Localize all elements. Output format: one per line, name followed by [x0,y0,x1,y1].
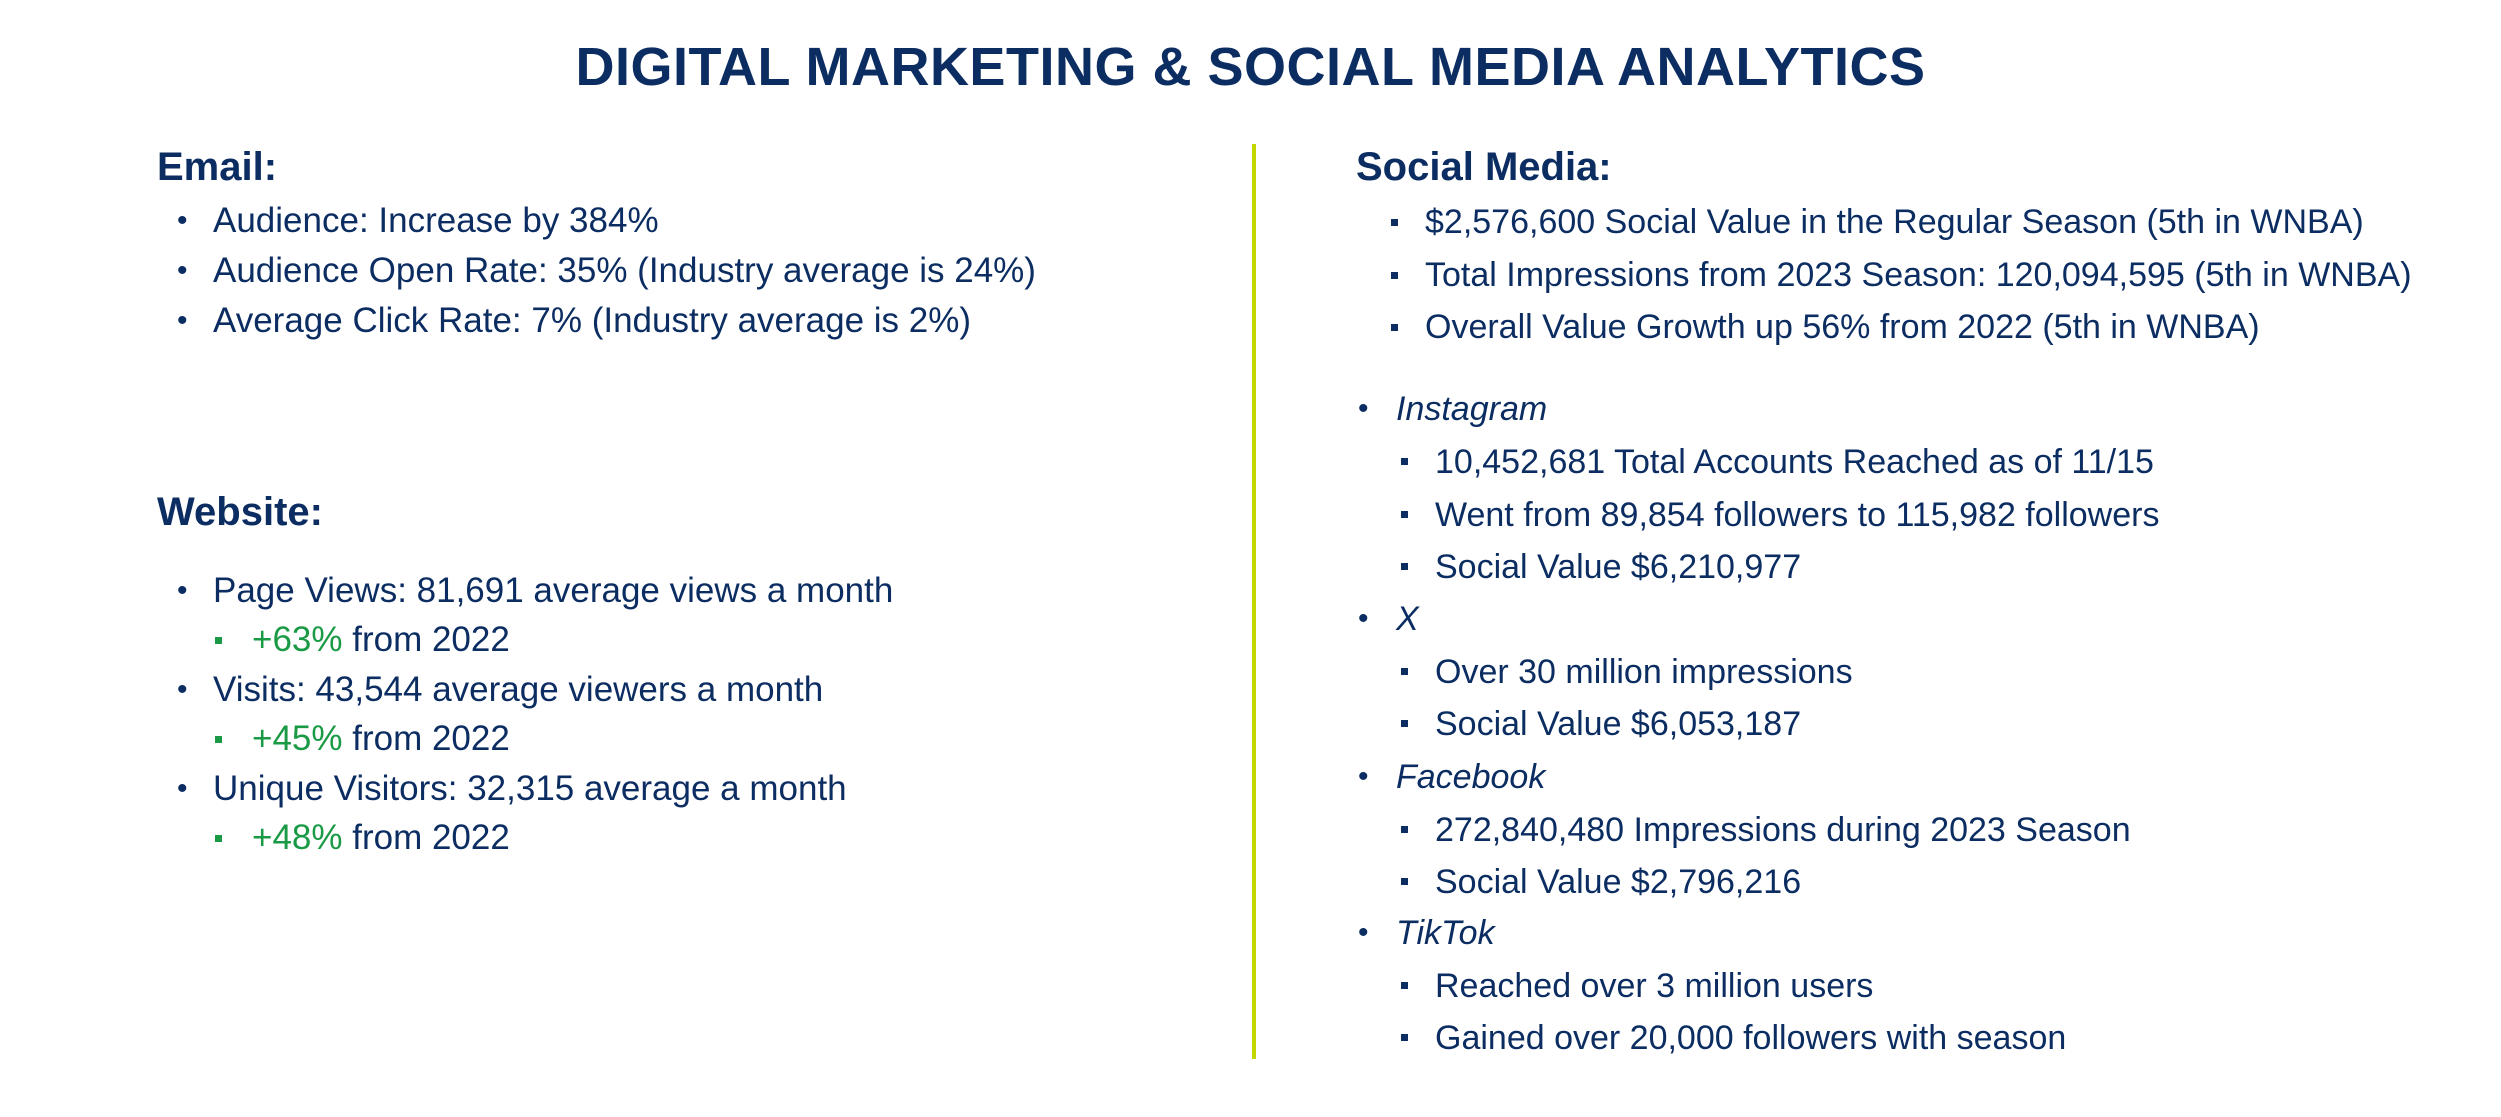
platform-item: Social Value $6,210,977 [1435,548,1802,586]
platform-item: Went from 89,854 followers to 115,982 fo… [1435,496,2160,534]
square-bullet-icon [215,835,222,842]
platform-facebook: Facebook [1396,758,1546,796]
website-item: Page Views: 81,691 average views a month [213,571,894,610]
square-bullet-icon [1401,458,1408,465]
social-summary-item: Total Impressions from 2023 Season: 120,… [1425,256,2412,294]
platform-item: Over 30 million impressions [1435,653,1853,691]
platform-item: 10,452,681 Total Accounts Reached as of … [1435,443,2154,481]
bullet-icon: • [1358,916,1369,949]
square-bullet-icon [215,736,222,743]
platform-item: Social Value $2,796,216 [1435,863,1802,901]
email-item: Audience Open Rate: 35% (Industry averag… [213,251,1036,290]
square-bullet-icon [1391,272,1398,279]
square-bullet-icon [1401,511,1408,518]
platform-tiktok: TikTok [1396,914,1495,952]
bullet-icon: • [177,304,188,337]
platform-item: Gained over 20,000 followers with season [1435,1019,2067,1057]
website-item: Unique Visitors: 32,315 average a month [213,769,847,808]
platform-instagram: Instagram [1396,390,1548,428]
square-bullet-icon [1391,324,1398,331]
bullet-icon: • [1358,392,1369,425]
change-value: +45% [252,719,343,758]
bullet-icon: • [177,204,188,237]
platform-item: 272,840,480 Impressions during 2023 Seas… [1435,811,2131,849]
platform-item: Social Value $6,053,187 [1435,705,1802,743]
website-change-line: +63% from 2022 [252,618,510,662]
column-divider [1252,144,1256,1059]
website-item: Visits: 43,544 average viewers a month [213,670,824,709]
social-summary-item: Overall Value Growth up 56% from 2022 (5… [1425,308,2260,346]
change-suffix: from 2022 [342,719,510,758]
change-suffix: from 2022 [342,818,510,857]
square-bullet-icon [1401,826,1408,833]
square-bullet-icon [1401,878,1408,885]
platform-item: Reached over 3 million users [1435,967,1874,1005]
email-item: Audience: Increase by 384% [213,201,659,240]
square-bullet-icon [1401,720,1408,727]
page-title: DIGITAL MARKETING & SOCIAL MEDIA ANALYTI… [575,37,1926,97]
bullet-icon: • [177,772,188,805]
bullet-icon: • [1358,602,1369,635]
bullet-icon: • [1358,760,1369,793]
email-item: Average Click Rate: 7% (Industry average… [213,301,972,340]
square-bullet-icon [1401,982,1408,989]
bullet-icon: • [177,673,188,706]
website-change-line: +48% from 2022 [252,816,510,860]
change-value: +63% [252,620,343,659]
square-bullet-icon [1391,219,1398,226]
change-suffix: from 2022 [342,620,510,659]
platform-x: X [1396,600,1419,638]
square-bullet-icon [1401,668,1408,675]
square-bullet-icon [215,637,222,644]
change-value: +48% [252,818,343,857]
social-heading: Social Media: [1356,145,1612,189]
square-bullet-icon [1401,563,1408,570]
bullet-icon: • [177,574,188,607]
website-heading: Website: [157,490,323,534]
social-summary-item: $2,576,600 Social Value in the Regular S… [1425,203,2364,241]
bullet-icon: • [177,254,188,287]
website-change-line: +45% from 2022 [252,717,510,761]
email-heading: Email: [157,145,278,189]
square-bullet-icon [1401,1034,1408,1041]
